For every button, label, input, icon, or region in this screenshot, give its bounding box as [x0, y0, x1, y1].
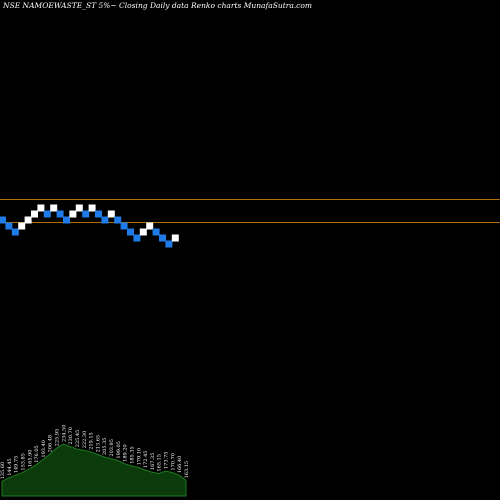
volume-label: 144.45	[7, 458, 13, 476]
volume-label: 225.45	[75, 430, 81, 448]
volume-label: 135.60	[0, 462, 6, 480]
volume-label: 165.90	[27, 450, 33, 468]
volume-label: 193.40	[41, 440, 47, 458]
volume-label: 166.40	[177, 456, 183, 474]
volume-label: 153.85	[20, 453, 26, 471]
renko-brick-up	[18, 222, 26, 230]
renko-brick-up	[88, 204, 96, 212]
renko-brick-down	[152, 228, 160, 236]
volume-label: 163.15	[184, 461, 190, 479]
renko-brick-down	[159, 234, 166, 242]
volume-label: 149.75	[14, 456, 20, 474]
renko-brick-down	[11, 228, 19, 236]
renko-brick-up	[24, 216, 32, 224]
volume-label: 234.50	[61, 425, 67, 443]
renko-brick-down	[56, 210, 64, 218]
renko-bricks	[0, 204, 179, 248]
renko-brick-down	[165, 240, 173, 248]
renko-brick-down	[0, 216, 6, 224]
renko-brick-down	[82, 210, 90, 218]
volume-label: 172.45	[143, 451, 149, 469]
renko-brick-down	[133, 234, 141, 242]
renko-brick-down	[114, 216, 122, 224]
renko-brick-up	[146, 222, 154, 230]
volume-label: 176.05	[34, 445, 40, 463]
renko-brick-up	[69, 210, 77, 218]
volume-label: 206.48	[48, 435, 54, 453]
volume-area-shape	[1, 443, 187, 497]
renko-brick-down	[127, 228, 134, 236]
volume-label: 165.15	[157, 454, 163, 472]
volume-label: 179.10	[136, 448, 142, 466]
volume-label: 170.70	[170, 453, 176, 471]
volume-label: 203.95	[109, 439, 115, 457]
renko-brick-down	[43, 210, 51, 218]
renko-brick-up	[37, 204, 45, 212]
renko-brick-down	[120, 222, 128, 230]
volume-label: 205.35	[102, 438, 108, 456]
renko-brick-up	[50, 204, 58, 212]
renko-brick-up	[171, 234, 179, 242]
volume-label: 199.05	[116, 441, 122, 459]
volume-area: 135.60 144.45 149.75 153.85 165.90 176.05 193.…	[0, 425, 190, 497]
volume-label: 225.95	[55, 429, 61, 447]
renko-brick-up	[75, 204, 83, 212]
volume-label: 230.70	[68, 427, 74, 445]
volume-label: 222.30	[82, 431, 88, 449]
renko-brick-up	[31, 210, 38, 218]
volume-label: 213.65	[95, 435, 101, 453]
volume-label: 167.35	[150, 453, 156, 471]
renko-brick-down	[5, 222, 13, 230]
volume-label: 219.15	[89, 432, 95, 450]
volume-label: 185.35	[130, 446, 136, 464]
renko-brick-down	[63, 216, 70, 224]
volume-label: 189.20	[123, 444, 129, 462]
chart-title: NSE NAMOEWASTE_ST 5%~ Closing Daily data…	[2, 1, 312, 10]
renko-brick-down	[95, 210, 102, 218]
renko-brick-down	[101, 216, 109, 224]
renko-brick-up	[107, 210, 115, 218]
volume-label: 173.75	[164, 452, 170, 470]
renko-brick-up	[139, 228, 147, 236]
